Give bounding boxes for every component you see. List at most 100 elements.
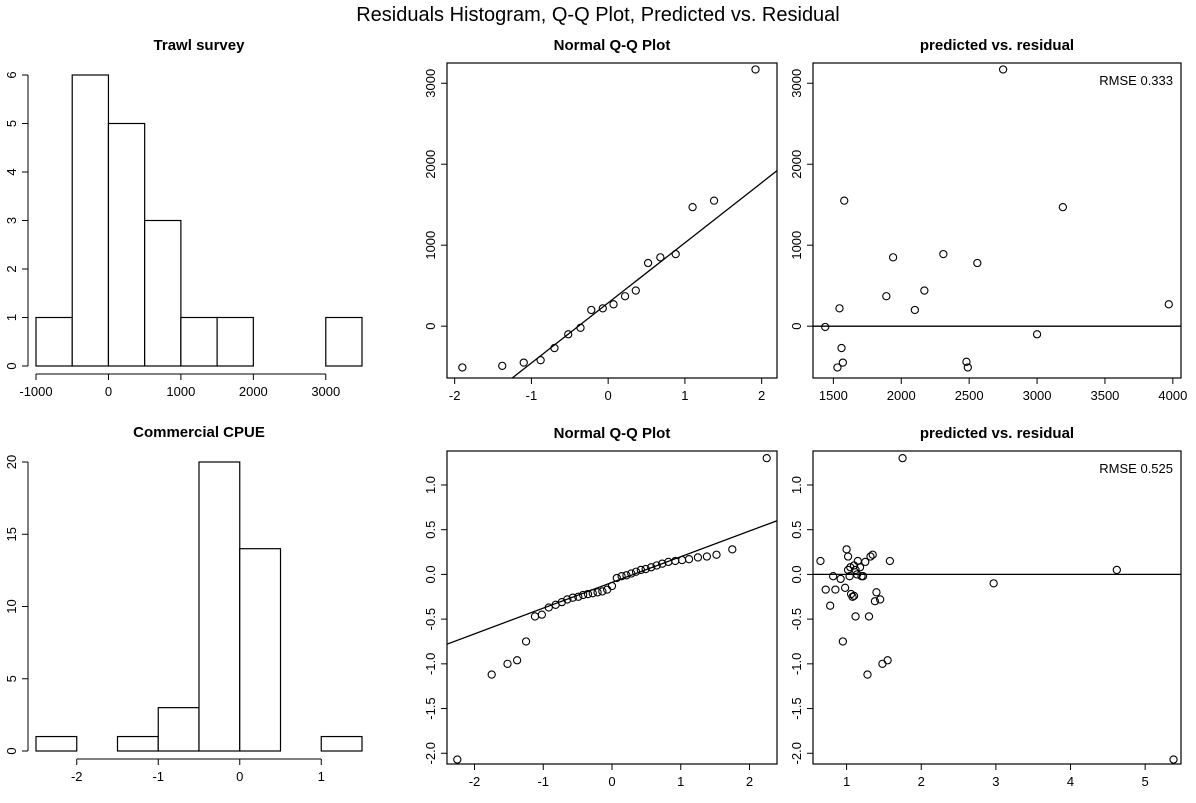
pr2-y-tick-label: -1.0	[789, 653, 804, 675]
hist2-x-tick-label: 0	[236, 769, 243, 784]
qq2-y-tick-label: 0.5	[423, 521, 438, 539]
pr1-point	[920, 286, 929, 295]
qq1-y-tick-label: 3000	[423, 69, 438, 98]
qq2-y-tick-label: -0.5	[423, 608, 438, 630]
qq2-point	[693, 553, 703, 562]
qq2-point	[647, 563, 656, 572]
pr2-y-tick-label: -2.0	[789, 742, 804, 764]
pr1-y-tick-label: 1000	[789, 231, 804, 260]
qq1-point	[576, 323, 585, 332]
qq2-point	[677, 555, 687, 565]
qq1-point	[587, 305, 596, 315]
qq1-x-tick-label: 2	[758, 388, 765, 403]
qq2-y-tick-label: 1.0	[423, 476, 438, 494]
pr2-y-tick-label: 0.5	[789, 521, 804, 539]
hist2-x-tick-label: -2	[71, 769, 83, 784]
pr2-point	[851, 565, 860, 575]
pr2-point	[840, 583, 850, 592]
qq2-point	[487, 670, 496, 679]
pr2-point	[849, 591, 859, 601]
hist1-y-tick-label: 1	[4, 314, 19, 321]
pr2-point	[870, 597, 880, 606]
hist2-bar	[239, 548, 282, 752]
pr2-point	[851, 612, 860, 621]
pr1-title: predicted vs. residual	[920, 37, 1074, 54]
pr1-plot-frame	[812, 62, 1182, 379]
qq2-point	[762, 454, 771, 463]
qq1-x-tick-label: 1	[681, 388, 688, 403]
qq2-point	[453, 755, 462, 764]
qq2-point	[530, 612, 540, 621]
qq1-x-tick-label: 0	[605, 388, 612, 403]
pr2-y-tick-label: 1.0	[789, 476, 804, 494]
pr2-point	[816, 556, 825, 566]
pr2-point	[864, 612, 874, 621]
hist1-bar	[35, 316, 73, 367]
qq2-point	[636, 565, 646, 575]
pr2-point	[843, 552, 853, 561]
qq1-reference-line	[511, 170, 777, 378]
pr1-point	[837, 343, 846, 353]
hist2-y-tick-label: 20	[4, 455, 19, 469]
pr1-y-tick-label: 0	[789, 323, 804, 330]
pr2-point	[883, 656, 892, 665]
pr2-y-tick-label: -0.5	[789, 608, 804, 630]
pr2-point	[872, 588, 881, 597]
qq1-point	[643, 258, 653, 268]
pr2-x-tick-label: 4	[1067, 774, 1074, 789]
pr1-x-tick-label: 4000	[1158, 388, 1187, 403]
pr2-point	[829, 572, 838, 581]
pr2-rmse-label: RMSE 0.525	[1099, 461, 1173, 476]
pr1-point	[963, 363, 972, 372]
qq2-point	[641, 564, 650, 574]
pr1-x-tick-label: 1500	[819, 388, 848, 403]
qq2-point	[537, 610, 547, 619]
qq2-point	[712, 550, 721, 559]
hist1-x-tick-label: -1000	[19, 384, 52, 399]
pr2-x-tick-label: 1	[843, 774, 850, 789]
pr2-y-tick-label: -1.5	[789, 697, 804, 719]
pr2-point	[858, 572, 868, 581]
pr2-point	[1112, 565, 1121, 575]
hist1-y-tick-label: 0	[4, 362, 19, 369]
qq1-point	[709, 196, 719, 205]
hist2-x-tick-label: -1	[152, 769, 164, 784]
pr2-point	[989, 579, 998, 588]
hist2-bar	[35, 735, 78, 752]
qq2-point	[578, 590, 588, 600]
qq2-point	[607, 581, 617, 591]
pr2-point	[852, 570, 862, 579]
hist2-y-tick-label: 0	[4, 747, 19, 754]
hist2-y-tick-label: 5	[4, 675, 19, 682]
hist2-bar	[198, 461, 241, 752]
qq1-point	[536, 356, 545, 365]
qq1-point	[631, 286, 640, 295]
qq2-point	[627, 569, 636, 578]
qq2-point	[612, 573, 621, 583]
qq2-point	[563, 595, 572, 604]
pr2-x-tick-label: 2	[918, 774, 925, 789]
qq1-point	[671, 249, 680, 259]
qq1-point	[458, 363, 467, 372]
qq2-plot-frame	[446, 450, 778, 765]
qq1-point	[751, 65, 760, 74]
pr1-point	[1058, 202, 1068, 212]
qq1-point	[498, 361, 507, 371]
pr2-point	[842, 545, 851, 554]
pr2-point	[855, 563, 865, 572]
qq2-x-tick-label: 2	[746, 774, 753, 789]
qq2-point	[593, 588, 602, 597]
qq2-point	[702, 552, 712, 561]
hist1-x-tick-label: 0	[105, 384, 112, 399]
pr1-point	[1032, 330, 1042, 339]
pr2-point	[868, 550, 877, 559]
hist2-title: Commercial CPUE	[133, 424, 265, 441]
pr1-point	[838, 358, 848, 367]
pr1-point	[840, 196, 849, 205]
qq1-y-tick-label: 0	[423, 323, 438, 330]
hist2-x-tick-label: 1	[318, 769, 325, 784]
hist2-bar	[320, 735, 363, 752]
hist2-y-tick-label: 10	[4, 599, 19, 613]
pr2-point	[866, 552, 875, 561]
qq2-point	[568, 593, 577, 602]
